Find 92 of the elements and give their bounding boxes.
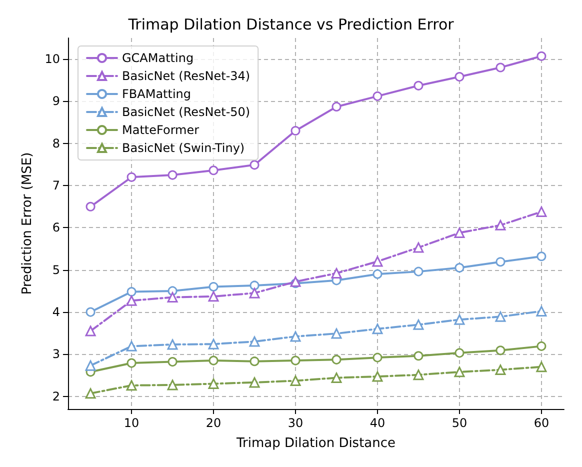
point bbox=[413, 319, 424, 330]
point bbox=[536, 252, 546, 262]
legend-label: BasicNet (ResNet-34) bbox=[122, 69, 250, 83]
point bbox=[414, 80, 424, 90]
point bbox=[85, 388, 96, 399]
point bbox=[86, 202, 96, 212]
point bbox=[495, 220, 506, 230]
legend-label: GCAMatting bbox=[122, 51, 194, 65]
point bbox=[250, 280, 260, 290]
point bbox=[536, 51, 546, 61]
legend-label: BasicNet (ResNet-50) bbox=[122, 105, 250, 119]
legend-label: MatteFormer bbox=[122, 123, 200, 137]
point bbox=[331, 328, 342, 339]
point bbox=[126, 295, 137, 306]
point bbox=[290, 126, 300, 136]
point bbox=[495, 311, 506, 322]
point bbox=[414, 351, 424, 361]
point bbox=[126, 340, 137, 352]
y-tick-label: 2 bbox=[52, 389, 60, 404]
x-axis-title: Trimap Dilation Distance bbox=[235, 436, 396, 451]
point bbox=[454, 263, 464, 273]
point bbox=[250, 356, 260, 366]
point bbox=[454, 366, 465, 378]
point bbox=[208, 338, 219, 350]
point bbox=[167, 339, 178, 350]
point bbox=[536, 362, 547, 372]
point bbox=[249, 336, 260, 347]
legend-label: BasicNet (Swin-Tiny) bbox=[122, 141, 245, 155]
y-tick-label: 8 bbox=[52, 136, 60, 150]
point bbox=[536, 341, 546, 351]
point bbox=[413, 370, 424, 380]
point bbox=[331, 372, 342, 384]
point bbox=[126, 358, 136, 368]
x-tick-label: 20 bbox=[206, 416, 222, 430]
point bbox=[495, 364, 506, 376]
point bbox=[413, 242, 424, 253]
point bbox=[126, 287, 136, 297]
point bbox=[208, 166, 218, 176]
point bbox=[249, 288, 260, 298]
point bbox=[126, 172, 136, 182]
point bbox=[208, 378, 219, 389]
y-tick-label: 6 bbox=[52, 220, 60, 235]
point bbox=[454, 348, 464, 358]
point bbox=[85, 326, 96, 336]
point bbox=[496, 257, 506, 267]
point bbox=[454, 228, 465, 238]
point bbox=[290, 356, 300, 366]
x-tick-label: 10 bbox=[124, 416, 140, 430]
point bbox=[168, 357, 178, 367]
point bbox=[167, 380, 178, 390]
point bbox=[414, 266, 424, 276]
point bbox=[372, 371, 383, 382]
point bbox=[126, 380, 137, 391]
y-tick-label: 9 bbox=[52, 94, 60, 108]
point bbox=[372, 269, 382, 279]
point bbox=[536, 306, 547, 316]
point bbox=[250, 160, 260, 170]
point bbox=[290, 331, 301, 342]
point bbox=[372, 256, 383, 267]
x-tick-label: 60 bbox=[534, 416, 550, 430]
point bbox=[208, 282, 218, 292]
point bbox=[290, 276, 301, 287]
x-tick-label: 30 bbox=[288, 416, 304, 430]
point bbox=[290, 376, 301, 386]
point bbox=[332, 354, 342, 364]
point bbox=[536, 206, 547, 217]
point bbox=[454, 314, 465, 325]
point bbox=[86, 307, 96, 317]
point bbox=[168, 170, 178, 180]
y-tick-label: 7 bbox=[52, 178, 60, 193]
point bbox=[249, 377, 260, 388]
y-tick-label: 5 bbox=[52, 262, 60, 277]
point bbox=[208, 356, 218, 366]
y-tick-label: 4 bbox=[52, 305, 60, 320]
point bbox=[372, 352, 382, 362]
legend-label: FBAMatting bbox=[122, 87, 192, 101]
point bbox=[332, 102, 342, 112]
point bbox=[496, 346, 506, 356]
point bbox=[372, 91, 382, 101]
chart-title: Trimap Dilation Distance vs Prediction Error bbox=[127, 16, 455, 34]
point bbox=[331, 268, 342, 278]
y-axis-title: Prediction Error (MSE) bbox=[20, 152, 35, 295]
point bbox=[167, 292, 178, 303]
point bbox=[85, 360, 96, 371]
x-tick-label: 50 bbox=[452, 416, 468, 430]
y-tick-label: 3 bbox=[52, 347, 60, 362]
point bbox=[496, 62, 506, 72]
y-tick-label: 10 bbox=[44, 52, 60, 66]
point bbox=[454, 72, 464, 82]
x-tick-label: 40 bbox=[370, 416, 386, 430]
point bbox=[372, 324, 383, 334]
point bbox=[208, 291, 219, 302]
